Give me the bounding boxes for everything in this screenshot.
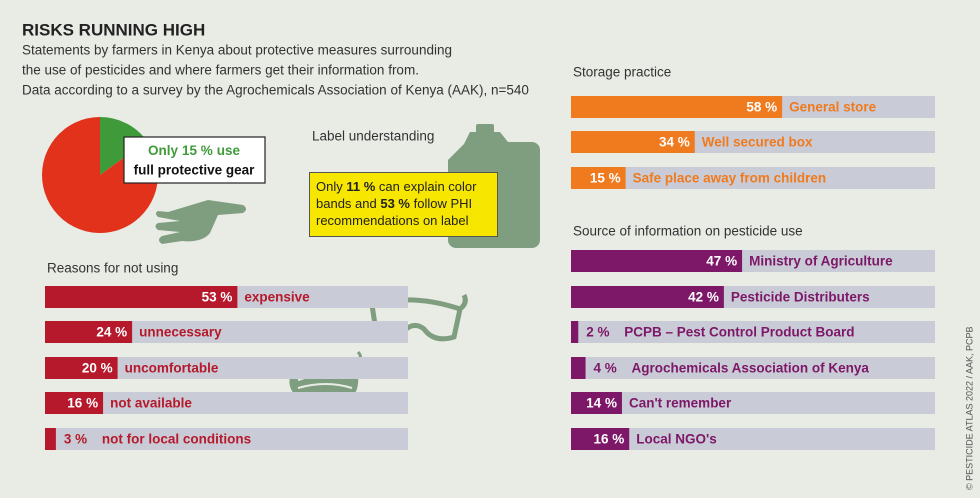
bar — [45, 321, 133, 343]
category-label: Safe place away from children — [633, 171, 827, 186]
category-label: General store — [789, 100, 877, 115]
callout-part: 15 % — [182, 143, 213, 158]
callout-part: use — [217, 143, 241, 158]
value-label: 24 % — [96, 325, 127, 340]
bar — [571, 167, 626, 189]
bar — [45, 392, 104, 414]
text: follow PHI recommendations on label — [316, 196, 473, 228]
callout-part: Only — [148, 143, 178, 158]
bar-track — [571, 357, 935, 379]
value-label: 34 % — [659, 135, 690, 150]
bar-track — [571, 428, 935, 450]
bar — [571, 357, 586, 379]
value-label: 3 % — [64, 432, 87, 447]
category-label: Agrochemicals Association of Kenya — [632, 361, 870, 376]
section-heading: Label understanding — [312, 129, 434, 144]
value-label: 16 % — [593, 432, 624, 447]
category-label: uncomfortable — [125, 361, 219, 376]
subtitle: Data according to a survey by the Agroch… — [22, 83, 529, 98]
callout: full protective gear — [134, 163, 256, 178]
bar — [571, 96, 783, 118]
credit: © PESTICIDE ATLAS 2022 / AAK, PCPB — [964, 326, 974, 490]
category-label: not for local conditions — [102, 432, 251, 447]
category-label: Local NGO's — [636, 432, 716, 447]
pie-slice — [41, 117, 158, 233]
bar-track — [45, 321, 408, 343]
category-label: expensive — [244, 290, 310, 305]
bar-track — [571, 167, 935, 189]
value-label: 2 % — [586, 325, 609, 340]
bar-track — [45, 392, 408, 414]
value-label: 20 % — [82, 361, 113, 376]
value-label: 15 % — [590, 171, 621, 186]
chart-title: Source of information on pesticide use — [573, 224, 803, 239]
bar-track — [571, 392, 935, 414]
category-label: PCPB – Pest Control Product Board — [624, 325, 854, 340]
bar-track — [571, 321, 935, 343]
value-label: 47 % — [706, 254, 737, 269]
value-label: 53 % — [202, 290, 233, 305]
category-label: Well secured box — [702, 135, 813, 150]
label-understanding-box: Only 11 % can explain color bands and 53… — [309, 172, 498, 237]
bar-track — [45, 357, 408, 379]
title: RISKS RUNNING HIGH — [22, 20, 205, 39]
bar — [571, 250, 743, 272]
callout-box — [123, 136, 266, 184]
value-label: 16 % — [67, 396, 98, 411]
bar — [571, 286, 724, 308]
value-label: 58 % — [746, 100, 777, 115]
category-label: Can't remember — [629, 396, 732, 411]
bar — [571, 321, 579, 343]
glove-icon — [155, 200, 246, 244]
category-label: Pesticide Distributers — [731, 290, 870, 305]
category-label: not available — [110, 396, 192, 411]
subtitle: the use of pesticides and where farmers … — [22, 63, 419, 78]
chart-title: Reasons for not using — [47, 261, 178, 276]
value-label: 42 % — [688, 290, 719, 305]
bar — [571, 428, 630, 450]
bar — [45, 357, 118, 379]
bar — [45, 286, 238, 308]
category-label: unnecessary — [139, 325, 222, 340]
value-label: 14 % — [586, 396, 617, 411]
category-label: Ministry of Agriculture — [749, 254, 893, 269]
bar — [45, 428, 56, 450]
bar-track — [45, 428, 408, 450]
text: Only — [316, 179, 343, 194]
bar — [571, 131, 695, 153]
chart-title: Storage practice — [573, 65, 671, 80]
callout: Only 15 % use — [148, 143, 241, 158]
value-label: 4 % — [594, 361, 617, 376]
bar — [571, 392, 622, 414]
highlight: 11 % — [346, 179, 376, 194]
text: can explain color bands and — [316, 179, 477, 211]
subtitle: Statements by farmers in Kenya about pro… — [22, 43, 452, 58]
highlight: 53 % — [380, 196, 410, 211]
